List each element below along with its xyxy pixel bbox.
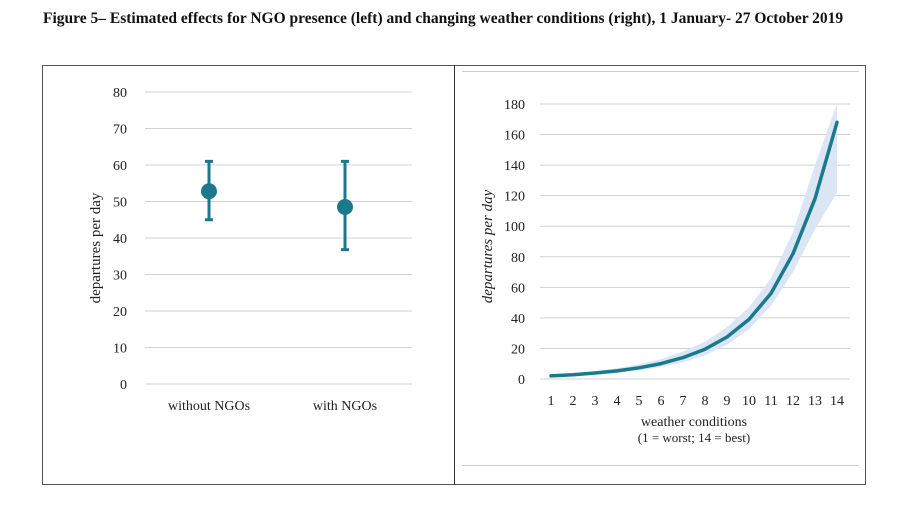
left-y-tick-label: 20 (113, 305, 127, 320)
left-x-category-label: with NGOs (313, 399, 377, 414)
right-x-tick-label: 8 (702, 394, 709, 409)
right-x-tick-label: 2 (570, 394, 577, 409)
left-y-tick-label: 40 (113, 232, 127, 247)
right-x-axis-label: weather conditions (641, 415, 747, 430)
right-x-tick-label: 13 (808, 394, 822, 409)
right-panel-top-border (462, 71, 859, 72)
left-x-category-label: without NGOs (168, 399, 250, 414)
right-y-tick-label: 140 (504, 159, 525, 174)
right-y-tick-label: 120 (504, 190, 525, 205)
right-x-tick-label: 10 (742, 394, 756, 409)
left-y-tick-label: 10 (113, 342, 127, 357)
right-x-tick-label: 3 (592, 394, 599, 409)
left-y-tick-label: 80 (113, 86, 127, 101)
left-y-tick-label: 50 (113, 196, 127, 211)
right-x-tick-label: 11 (764, 394, 777, 409)
point-estimate (337, 198, 353, 215)
left-y-tick-label: 0 (120, 378, 127, 393)
right-y-tick-label: 180 (504, 98, 525, 113)
right-y-tick-label: 0 (518, 373, 525, 388)
right-y-tick-label: 60 (511, 281, 525, 296)
left-y-axis-label: departures per day (88, 192, 104, 303)
figure-title: Figure 5– Estimated effects for NGO pres… (43, 10, 844, 27)
right-y-tick-label: 80 (511, 251, 525, 266)
right-panel-bottom-border (462, 465, 859, 466)
right-x-tick-label: 12 (786, 394, 800, 409)
right-x-tick-label: 14 (830, 394, 844, 409)
right-y-axis-label: departures per day (480, 189, 496, 303)
right-x-tick-label: 6 (658, 394, 665, 409)
panel-divider (454, 65, 455, 485)
right-x-axis-sublabel: (1 = worst; 14 = best) (638, 430, 751, 445)
right-x-tick-label: 5 (636, 394, 643, 409)
series-line (549, 120, 839, 378)
right-y-tick-label: 100 (504, 220, 525, 235)
right-x-tick-label: 9 (724, 394, 731, 409)
right-x-tick-label: 4 (614, 394, 621, 409)
right-y-tick-label: 40 (511, 312, 525, 327)
point-estimate (201, 183, 217, 200)
right-x-tick-label: 7 (680, 394, 687, 409)
confidence-band (551, 104, 837, 377)
right-y-tick-label: 160 (504, 129, 525, 144)
right-x-tick-label: 1 (548, 394, 555, 409)
left-y-tick-label: 70 (113, 123, 127, 138)
left-y-tick-label: 30 (113, 269, 127, 284)
right-y-tick-label: 20 (511, 342, 525, 357)
left-y-tick-label: 60 (113, 159, 127, 174)
